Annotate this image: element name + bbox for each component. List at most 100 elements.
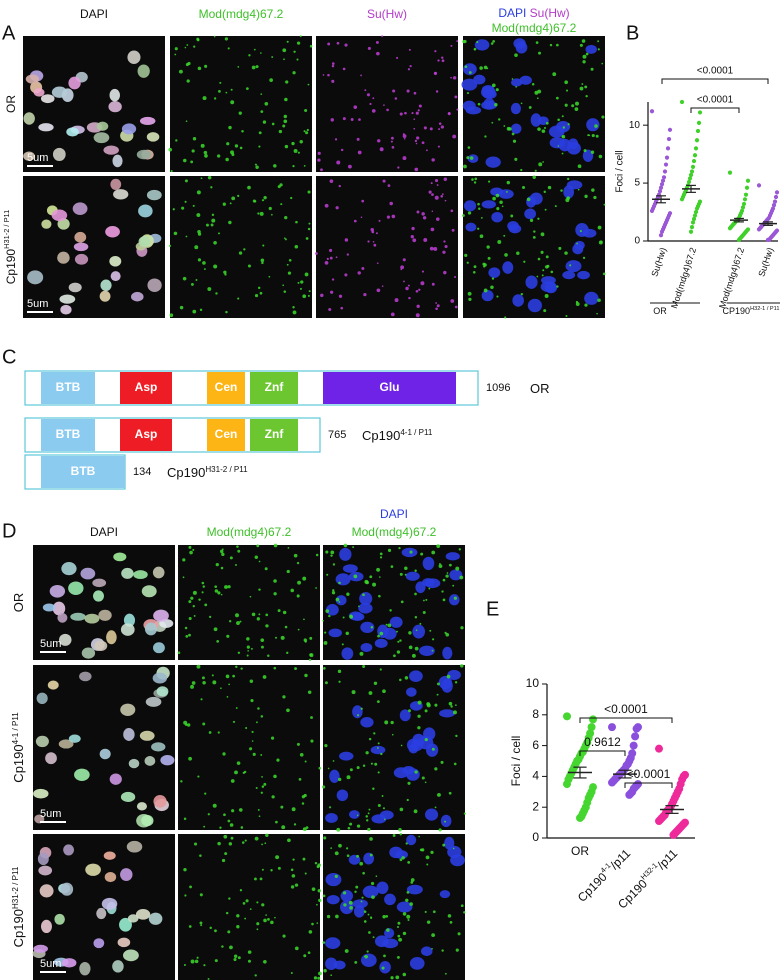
nucleus — [340, 889, 354, 902]
focus — [593, 195, 597, 200]
protein-length: 134 — [133, 466, 151, 478]
focus — [436, 682, 440, 686]
focus — [197, 66, 202, 71]
focus — [398, 828, 402, 832]
focus — [491, 277, 495, 280]
focus — [579, 86, 584, 91]
focus — [434, 179, 439, 183]
micrograph — [23, 176, 165, 318]
nucleus — [74, 768, 90, 781]
focus — [309, 636, 313, 640]
focus — [407, 284, 410, 287]
focus — [254, 555, 259, 559]
focus — [232, 720, 236, 723]
focus — [514, 53, 518, 57]
focus — [255, 65, 259, 69]
data-point — [736, 237, 742, 242]
focus — [258, 815, 261, 818]
focus — [192, 204, 195, 207]
focus — [282, 934, 286, 938]
focus — [437, 145, 440, 148]
nucleus — [440, 814, 452, 828]
focus — [497, 118, 501, 121]
nucleus — [110, 271, 121, 282]
nucleus — [35, 735, 49, 748]
focus — [184, 894, 187, 897]
focus — [444, 199, 447, 202]
focus — [225, 674, 230, 679]
focus — [185, 235, 188, 238]
focus — [192, 548, 195, 551]
focus — [207, 813, 210, 816]
nucleus — [141, 814, 154, 827]
focus — [389, 201, 393, 206]
focus — [478, 207, 481, 210]
focus — [259, 877, 263, 881]
nucleus — [103, 145, 119, 155]
data-point — [695, 128, 701, 134]
focus — [406, 914, 411, 919]
nucleus — [120, 703, 136, 717]
focus — [238, 251, 243, 255]
focus — [441, 56, 444, 59]
focus — [410, 881, 414, 884]
focus — [261, 776, 263, 778]
focus — [273, 579, 277, 583]
focus — [581, 39, 586, 43]
group-label: OR — [653, 306, 667, 316]
focus — [543, 309, 547, 313]
focus — [496, 295, 499, 298]
focus — [473, 47, 477, 51]
focus — [199, 921, 203, 925]
focus — [441, 59, 445, 63]
focus — [253, 48, 256, 51]
focus — [310, 716, 313, 719]
image-background — [316, 36, 458, 172]
focus — [483, 263, 487, 267]
focus — [407, 68, 411, 71]
focus — [329, 248, 333, 253]
header-part: DAPI — [498, 6, 526, 20]
focus — [320, 293, 324, 298]
focus — [450, 76, 452, 79]
nucleus — [515, 41, 528, 54]
focus — [261, 785, 265, 788]
focus — [260, 754, 263, 756]
data-point — [659, 182, 665, 187]
focus — [202, 585, 205, 588]
focus — [385, 623, 388, 626]
data-point — [655, 817, 663, 826]
focus — [207, 978, 210, 980]
focus — [172, 208, 175, 211]
focus — [264, 842, 267, 845]
focus — [200, 924, 203, 927]
focus — [226, 142, 230, 146]
focus — [428, 587, 431, 590]
focus — [277, 609, 281, 613]
focus — [554, 205, 557, 208]
focus — [237, 651, 241, 654]
focus — [579, 230, 582, 233]
focus — [367, 46, 371, 50]
focus — [203, 150, 208, 155]
focus — [264, 101, 269, 106]
focus — [393, 654, 396, 658]
focus — [363, 920, 367, 923]
nucleus — [525, 275, 538, 289]
nucleus — [105, 226, 120, 238]
focus — [495, 88, 499, 92]
comparison-bracket — [579, 750, 626, 756]
focus — [303, 164, 306, 167]
image-background — [178, 545, 320, 660]
y-tick-label: 8 — [532, 707, 539, 721]
focus — [174, 47, 178, 51]
nucleus — [93, 590, 104, 602]
focus — [261, 261, 264, 265]
focus — [202, 722, 206, 726]
focus — [210, 223, 214, 227]
nucleus — [333, 960, 346, 970]
data-point — [664, 155, 670, 160]
domain-label: BTB — [71, 464, 96, 478]
focus — [423, 238, 428, 242]
focus — [356, 814, 359, 817]
